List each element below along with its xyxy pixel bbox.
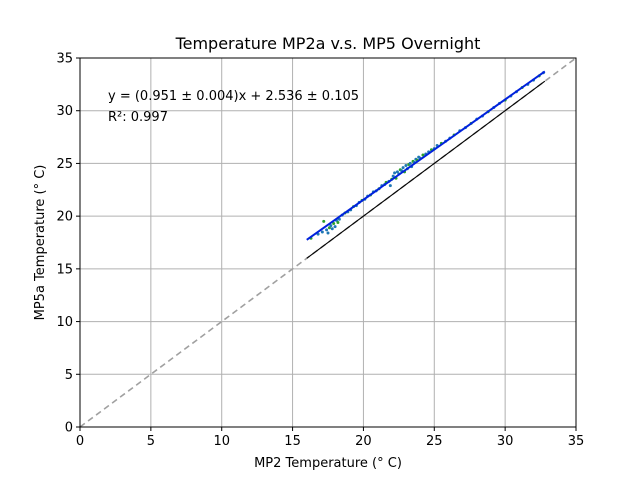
data-point [395, 170, 399, 174]
data-point [404, 164, 408, 168]
data-point [393, 171, 397, 175]
data-point [337, 217, 341, 221]
data-point [330, 227, 334, 231]
data-point [336, 220, 340, 224]
y-axis-ticks: 0 5 10 15 20 25 30 35 [56, 52, 80, 436]
grid-lines [79, 57, 577, 428]
identity-segment-line [306, 80, 546, 259]
x-tick-label: 25 [426, 434, 443, 449]
x-tick-label: 35 [568, 434, 585, 449]
y-tick-label: 35 [56, 52, 73, 67]
y-tick-label: 10 [56, 315, 73, 330]
x-tick-label: 10 [213, 434, 230, 449]
data-point [333, 225, 337, 229]
data-point [327, 226, 331, 230]
data-point [326, 231, 330, 235]
y-tick-label: 0 [65, 421, 73, 436]
data-point [421, 153, 425, 157]
x-tick-label: 15 [284, 434, 301, 449]
y-tick-label: 5 [65, 368, 73, 383]
y-tick-label: 30 [56, 104, 73, 119]
y-tick-label: 25 [56, 157, 73, 172]
data-point [320, 230, 324, 234]
data-point [391, 174, 395, 178]
data-point [332, 222, 336, 226]
r-squared-label: R²: 0.997 [108, 110, 168, 125]
x-tick-label: 5 [147, 434, 155, 449]
y-axis-label: MP5a Temperature (° C) [33, 165, 48, 321]
fit-equation: y = (0.951 ± 0.004)x + 2.536 ± 0.105 [108, 89, 359, 104]
data-point [401, 166, 405, 170]
plot-frame [79, 57, 577, 428]
x-axis-label: MP2 Temperature (° C) [254, 456, 402, 471]
data-point [329, 224, 333, 228]
y-tick-label: 20 [56, 210, 73, 225]
x-axis-ticks: 0 5 10 15 20 25 30 35 [76, 427, 584, 449]
data-point [408, 161, 412, 165]
y-tick-label: 15 [56, 262, 73, 277]
fit-line [306, 70, 546, 241]
plot-area [79, 57, 577, 428]
chart-title: Temperature MP2a v.s. MP5 Overnight [175, 34, 481, 53]
x-tick-label: 20 [355, 434, 372, 449]
data-point [322, 219, 326, 223]
data-point [388, 184, 392, 188]
x-tick-label: 30 [497, 434, 514, 449]
x-tick-label: 0 [76, 434, 84, 449]
data-point [325, 228, 329, 232]
